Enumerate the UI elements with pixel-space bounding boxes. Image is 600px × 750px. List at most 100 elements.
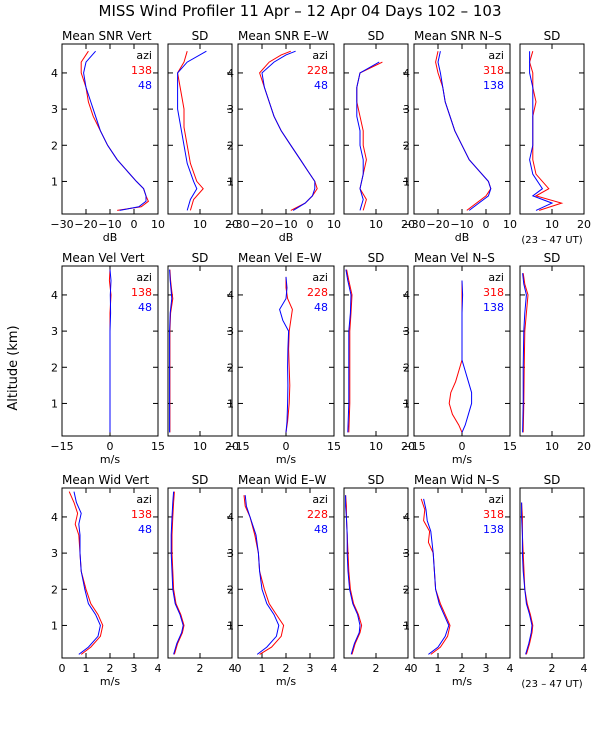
panel-snr-ns_sd: SD 10 20 (23 – 47 UT) bbox=[519, 29, 591, 246]
plot-frame bbox=[343, 487, 409, 659]
x-tick-label: 15 bbox=[503, 440, 517, 453]
panel-snr-ns: Mean SNR N–S 1 2 3 4 −30 −20 −10 0 10 dB azi 318 138 bbox=[402, 29, 517, 244]
legend-title: azi bbox=[136, 49, 152, 62]
x-tick-label: −10 bbox=[98, 218, 121, 231]
series-line-red bbox=[171, 491, 185, 655]
legend-title: azi bbox=[488, 493, 504, 506]
series-line-blue bbox=[461, 280, 473, 433]
x-tick-label: 2 bbox=[459, 662, 466, 675]
legend-entry-blue: 48 bbox=[138, 523, 152, 536]
x-tick-label: 0 bbox=[411, 662, 418, 675]
x-tick-label: 0 bbox=[131, 218, 138, 231]
panel-vel-vert_sd: SD 10 20 bbox=[167, 251, 239, 453]
legend-entry-red: 138 bbox=[131, 64, 152, 77]
y-tick-label: 2 bbox=[403, 139, 410, 152]
legend-title: azi bbox=[488, 271, 504, 284]
y-tick-label: 1 bbox=[227, 619, 234, 632]
panel-title: Mean Wid E–W bbox=[238, 473, 326, 487]
legend-entry-blue: 48 bbox=[138, 79, 152, 92]
x-tick-label: 10 bbox=[193, 218, 207, 231]
x-tick-label: −20 bbox=[426, 218, 449, 231]
series-line-red bbox=[346, 269, 353, 433]
y-tick-label: 1 bbox=[227, 175, 234, 188]
panel-title: SD bbox=[544, 473, 561, 487]
y-tick-label: 1 bbox=[51, 397, 58, 410]
panel-title: SD bbox=[368, 29, 385, 43]
legend-entry-blue: 48 bbox=[314, 301, 328, 314]
y-tick-label: 4 bbox=[51, 511, 58, 524]
x-tick-label: 20 bbox=[225, 218, 239, 231]
x-tick-label: 3 bbox=[131, 662, 138, 675]
series-line-red bbox=[529, 51, 564, 211]
panel-snr-ew_sd: SD 10 20 bbox=[343, 29, 415, 231]
x-tick-label: 4 bbox=[507, 662, 514, 675]
legend-entry-blue: 138 bbox=[483, 79, 504, 92]
panel-title: SD bbox=[544, 29, 561, 43]
series-line-red bbox=[420, 498, 451, 655]
x-tick-label: 2 bbox=[283, 662, 290, 675]
panel-title: SD bbox=[192, 251, 209, 265]
series-line-blue bbox=[170, 491, 184, 655]
x-axis-label: m/s bbox=[452, 453, 472, 466]
series-line-blue bbox=[345, 495, 361, 655]
x-tick-label: −20 bbox=[250, 218, 273, 231]
x-tick-label: −15 bbox=[226, 440, 249, 453]
y-tick-label: 3 bbox=[227, 325, 234, 338]
legend-entry-red: 318 bbox=[483, 286, 504, 299]
panel-title: Mean Vel N–S bbox=[414, 251, 495, 265]
plot-frame bbox=[167, 487, 233, 659]
legend-entry-red: 228 bbox=[307, 508, 328, 521]
x-axis-label: m/s bbox=[276, 453, 296, 466]
legend-title: azi bbox=[312, 49, 328, 62]
series-line-blue bbox=[423, 498, 450, 655]
x-tick-label: 15 bbox=[327, 440, 341, 453]
legend-title: azi bbox=[488, 49, 504, 62]
legend-title: azi bbox=[136, 493, 152, 506]
legend-entry-red: 318 bbox=[483, 508, 504, 521]
x-tick-label: 20 bbox=[577, 440, 591, 453]
series-line-blue bbox=[83, 50, 147, 211]
y-tick-label: 2 bbox=[403, 361, 410, 374]
x-tick-label: 10 bbox=[369, 218, 383, 231]
series-line-blue bbox=[177, 50, 207, 211]
series-line-red bbox=[285, 276, 293, 433]
y-tick-label: 3 bbox=[403, 325, 410, 338]
x-tick-label: −10 bbox=[274, 218, 297, 231]
x-axis-label: dB bbox=[103, 231, 118, 244]
y-tick-label: 2 bbox=[227, 583, 234, 596]
y-tick-label: 2 bbox=[51, 139, 58, 152]
x-tick-label: 4 bbox=[405, 662, 412, 675]
x-tick-label: −30 bbox=[50, 218, 73, 231]
x-tick-label: 0 bbox=[107, 440, 114, 453]
y-tick-label: 1 bbox=[51, 175, 58, 188]
series-line-blue bbox=[169, 269, 173, 433]
y-tick-label: 2 bbox=[227, 361, 234, 374]
panel-wid-ns_sd: SD 2 4 (23 – 47 UT) bbox=[519, 473, 588, 690]
x-tick-label: −30 bbox=[226, 218, 249, 231]
x-tick-label: 2 bbox=[549, 662, 556, 675]
series-line-blue bbox=[73, 491, 101, 655]
series-line-red bbox=[356, 61, 383, 211]
y-tick-label: 2 bbox=[227, 139, 234, 152]
y-tick-label: 3 bbox=[227, 103, 234, 116]
series-line-red bbox=[68, 491, 104, 655]
x-axis-label: dB bbox=[455, 231, 470, 244]
y-tick-label: 4 bbox=[403, 289, 410, 302]
y-tick-label: 4 bbox=[227, 67, 234, 80]
x-tick-label: 4 bbox=[155, 662, 162, 675]
panel-vel-vert: Mean Vel Vert 1 2 3 4 −15 0 15 m/s azi 138 48 bbox=[50, 251, 165, 466]
series-line-blue bbox=[244, 495, 280, 655]
panel-vel-ew: Mean Vel E–W 1 2 3 4 −15 0 15 m/s azi 228 48 bbox=[226, 251, 341, 466]
x-axis-label: dB bbox=[279, 231, 294, 244]
x-tick-label: 10 bbox=[545, 218, 559, 231]
y-axis-label: Altitude (km) bbox=[6, 325, 21, 410]
legend-entry-red: 228 bbox=[307, 286, 328, 299]
x-tick-label: 1 bbox=[83, 662, 90, 675]
ut-range-note: (23 – 47 UT) bbox=[521, 679, 582, 690]
series-line-red bbox=[522, 273, 529, 433]
legend-title: azi bbox=[312, 493, 328, 506]
x-tick-label: 0 bbox=[483, 218, 490, 231]
x-axis-label: m/s bbox=[100, 675, 120, 688]
